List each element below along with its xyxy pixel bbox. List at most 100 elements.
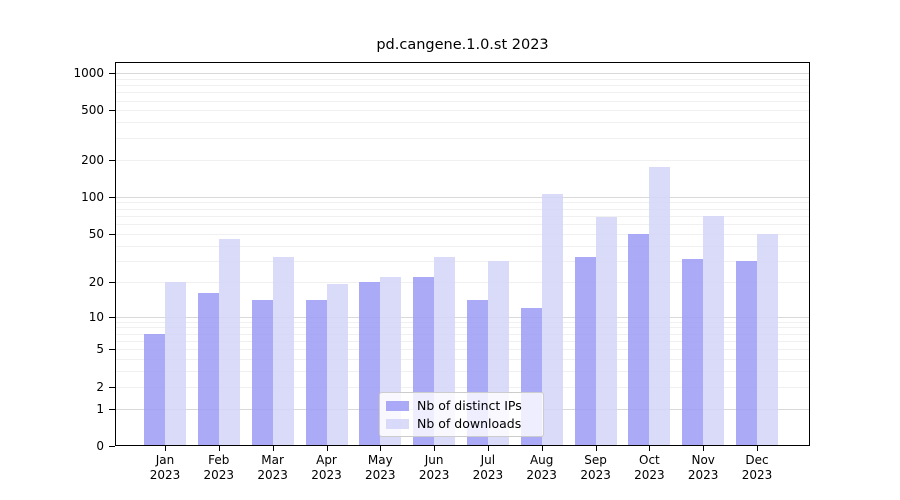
grid-line-minor [115,233,810,235]
year-label: 2023 [580,468,611,482]
x-axis-tick-label: Apr 2023 [297,453,357,483]
x-axis-tick [218,446,220,451]
y-axis-tick-label: 1 [96,401,104,416]
x-axis-tick [380,446,382,451]
x-axis-tick-label: Aug 2023 [512,453,572,483]
grid-line-minor [115,208,810,210]
grid-line-minor [115,260,810,262]
bar-distinct-ips [305,299,327,446]
month-label: Jul [480,453,496,467]
x-axis-tick [272,446,274,451]
x-axis-tick-label: Mar 2023 [243,453,303,483]
grid-line-major [115,316,810,318]
x-axis-tick [165,446,166,451]
x-axis-tick [595,446,597,451]
y-axis-tick-label: 5 [96,342,104,357]
x-axis-tick [649,446,651,451]
legend-item-distinct-ips: Nb of distinct IPs [386,398,533,413]
grid-line-minor [115,110,810,112]
x-axis-tick-label: Jan 2023 [135,453,195,483]
bar-downloads [218,239,240,446]
grid-line-major [115,72,810,74]
grid-line-minor [115,92,810,94]
grid-line-minor [115,281,810,283]
legend-label: Nb of downloads [417,416,522,431]
year-label: 2023 [203,468,235,482]
y-axis-tick [109,159,115,161]
y-axis-tick [109,233,115,235]
x-axis-tick-label: Feb 2023 [189,453,249,483]
y-axis-tick [109,281,115,283]
legend-item-downloads: Nb of downloads [386,416,533,431]
y-axis-tick [109,408,115,410]
grid-line-minor [115,137,810,139]
chart-title: pd.cangene.1.0.st 2023 [376,37,549,53]
legend: Nb of distinct IPs Nb of downloads [379,392,544,437]
x-axis-tick [326,446,328,451]
x-axis-tick [757,446,758,451]
x-axis-tick [487,446,489,451]
grid-line-minor [115,78,810,80]
grid-line-minor [115,224,810,225]
legend-swatch-distinct-ips [386,400,409,411]
year-label: 2023 [257,468,288,482]
grid-line-minor [115,100,810,102]
bar-distinct-ips [628,233,650,446]
year-label: 2023 [687,468,719,482]
x-axis-tick-label: Dec 2023 [727,453,787,483]
grid-line-minor [115,122,810,124]
y-axis-tick [109,349,115,351]
year-label: 2023 [526,468,557,482]
grid-line-minor [115,386,810,388]
grid-line-minor [115,321,810,323]
year-label: 2023 [741,468,773,482]
year-label: 2023 [365,468,396,482]
grid-line-minor [115,159,810,161]
year-label: 2023 [149,468,181,482]
grid-line-minor [115,340,810,342]
y-axis-tick [109,446,115,447]
grid-line-minor [115,349,810,351]
y-axis-tick-label: 100 [81,189,104,204]
bar-downloads [757,233,778,446]
grid-line-major [115,196,810,198]
x-axis-tick-label: Nov 2023 [673,453,733,483]
grid-line-minor [115,359,810,361]
x-axis-tick [434,446,436,451]
x-axis-tick-label: Oct 2023 [619,453,679,483]
bar-distinct-ips [251,299,273,446]
month-label: Feb [208,453,230,467]
bar-distinct-ips [359,281,381,446]
x-axis-tick-label: Jun 2023 [404,453,464,483]
y-axis-tick-label: 10 [88,309,104,324]
y-axis-tick [109,386,115,388]
bar-downloads [326,284,348,446]
bar-distinct-ips [574,257,596,446]
bar-downloads [703,215,725,446]
bar-distinct-ips [144,333,165,446]
month-label: Jan [155,453,175,467]
y-axis-tick [109,110,115,112]
grid-line-minor [115,245,810,247]
y-axis-tick [109,196,115,198]
bar-downloads [649,166,671,446]
month-label: Apr [316,453,337,467]
y-axis-tick-label: 1000 [73,65,104,80]
grid-line-minor [115,202,810,204]
y-axis-tick [109,316,115,318]
x-axis-tick-label: Jul 2023 [458,453,518,483]
bar-distinct-ips [197,293,219,446]
bar-downloads [165,281,186,446]
x-axis-tick [703,446,705,451]
bar-downloads [595,217,617,446]
month-label: May [367,453,393,467]
x-axis-tick-label: May 2023 [350,453,410,483]
x-axis-tick-label: Sep 2023 [566,453,626,483]
x-axis-tick [541,446,543,451]
y-axis-tick-label: 500 [81,103,104,118]
legend-label: Nb of distinct IPs [417,398,522,413]
grid-line-minor [115,333,810,335]
y-axis-tick [109,72,115,74]
bar-downloads [541,194,563,446]
